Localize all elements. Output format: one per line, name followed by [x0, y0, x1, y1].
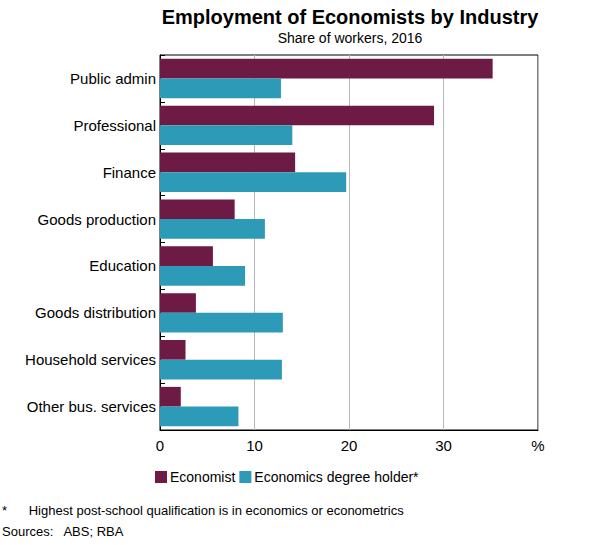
- svg-text:Professional: Professional: [73, 117, 156, 134]
- svg-text:0: 0: [156, 437, 164, 454]
- svg-text:Economics degree holder*: Economics degree holder*: [254, 469, 419, 485]
- svg-text:Other bus. services: Other bus. services: [27, 398, 156, 415]
- svg-text:Education: Education: [89, 257, 156, 274]
- svg-text:Economist: Economist: [170, 469, 235, 485]
- svg-text:Finance: Finance: [103, 164, 156, 181]
- svg-text:10: 10: [246, 437, 263, 454]
- svg-text:Share of workers, 2016: Share of workers, 2016: [278, 30, 423, 46]
- svg-text:20: 20: [341, 437, 358, 454]
- svg-text:%: %: [531, 437, 544, 454]
- svg-text:Sources: ABS; RBA: Sources: ABS; RBA: [2, 524, 124, 539]
- svg-text:Household services: Household services: [25, 351, 156, 368]
- svg-text:Goods distribution: Goods distribution: [35, 304, 156, 321]
- svg-text:* Highest post-school qua: * Highest post-school qualification is i…: [2, 503, 404, 518]
- svg-text:Public admin: Public admin: [70, 70, 156, 87]
- svg-text:30: 30: [435, 437, 452, 454]
- svg-text:Goods production: Goods production: [38, 211, 156, 228]
- svg-text:Employment of Economists by In: Employment of Economists by Industry: [162, 6, 540, 28]
